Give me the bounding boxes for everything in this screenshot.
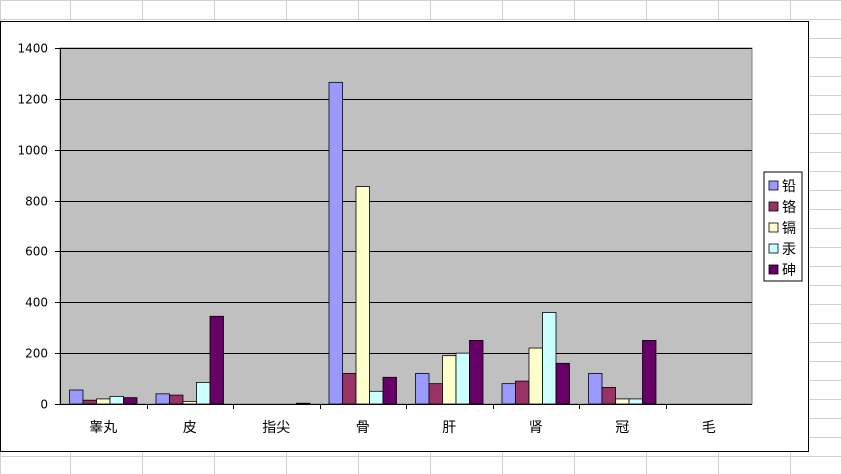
- y-tick-label: 1400: [17, 42, 48, 56]
- bar[interactable]: [123, 397, 138, 405]
- legend-label: 铅: [782, 179, 796, 195]
- bar[interactable]: [382, 376, 397, 405]
- bar[interactable]: [588, 373, 603, 405]
- legend-label: 汞: [782, 242, 796, 258]
- bar[interactable]: [555, 362, 570, 405]
- bar[interactable]: [328, 81, 343, 405]
- bar[interactable]: [82, 399, 97, 405]
- bar[interactable]: [515, 380, 530, 405]
- bar[interactable]: [601, 387, 616, 405]
- bar[interactable]: [182, 401, 197, 405]
- bar[interactable]: [296, 402, 311, 405]
- legend-label: 镉: [782, 221, 796, 237]
- x-tick-label: 指尖: [262, 420, 290, 436]
- bar[interactable]: [428, 383, 443, 405]
- bar[interactable]: [469, 340, 484, 405]
- legend-label: 砷: [782, 263, 796, 279]
- x-tick-label: 毛: [702, 420, 716, 436]
- x-tick-label: 肾: [529, 420, 543, 436]
- x-tick-label: 肝: [442, 420, 456, 436]
- bar[interactable]: [528, 347, 543, 405]
- legend-swatch: [768, 264, 779, 275]
- x-tick-label: 骨: [356, 420, 370, 436]
- legend-label: 铬: [782, 200, 796, 216]
- y-tick-label: 600: [25, 245, 48, 259]
- bar[interactable]: [209, 315, 224, 405]
- bar[interactable]: [155, 393, 170, 405]
- y-tick-label: 1000: [17, 144, 48, 158]
- x-tick-label: 睾丸: [89, 420, 117, 436]
- bar[interactable]: [642, 340, 657, 405]
- chart-area[interactable]: 0 200 400 600 800 1000 1200 1400 睾丸 皮 指尖 骨 肝 肾 冠 毛 铅铬镉汞…: [0, 21, 809, 452]
- bar[interactable]: [455, 352, 470, 405]
- chart-svg: 0 200 400 600 800 1000 1200 1400 睾丸 皮 指尖 骨 肝 肾 冠 毛 铅铬镉汞…: [17, 42, 803, 436]
- bar[interactable]: [355, 186, 370, 405]
- bar[interactable]: [415, 373, 430, 405]
- bar[interactable]: [369, 390, 384, 405]
- legend-swatch: [768, 180, 779, 191]
- bar[interactable]: [542, 312, 557, 405]
- x-tick-label: 冠: [615, 420, 629, 436]
- bar[interactable]: [69, 389, 84, 405]
- plot-area[interactable]: [59, 47, 753, 405]
- plot-background: [59, 47, 753, 405]
- legend-swatch: [768, 222, 779, 233]
- bar[interactable]: [501, 383, 516, 405]
- bar[interactable]: [615, 398, 630, 405]
- axes: 0 200 400 600 800 1000 1200 1400 睾丸 皮 指尖 骨 肝 肾 冠 毛: [17, 42, 752, 436]
- bar[interactable]: [628, 398, 643, 405]
- bar[interactable]: [442, 355, 457, 405]
- bar[interactable]: [109, 395, 124, 405]
- y-tick-label: 1200: [17, 93, 48, 107]
- x-tick-label: 皮: [183, 420, 197, 436]
- y-tick-label: 0: [40, 398, 48, 412]
- y-tick-label: 800: [25, 195, 48, 209]
- y-tick-label: 400: [25, 296, 48, 310]
- bar[interactable]: [196, 381, 211, 405]
- bar[interactable]: [169, 394, 184, 405]
- legend-swatch: [768, 243, 779, 254]
- legend-swatch: [768, 201, 779, 212]
- bar[interactable]: [96, 398, 111, 405]
- bar[interactable]: [342, 373, 357, 405]
- y-tick-label: 200: [25, 347, 48, 361]
